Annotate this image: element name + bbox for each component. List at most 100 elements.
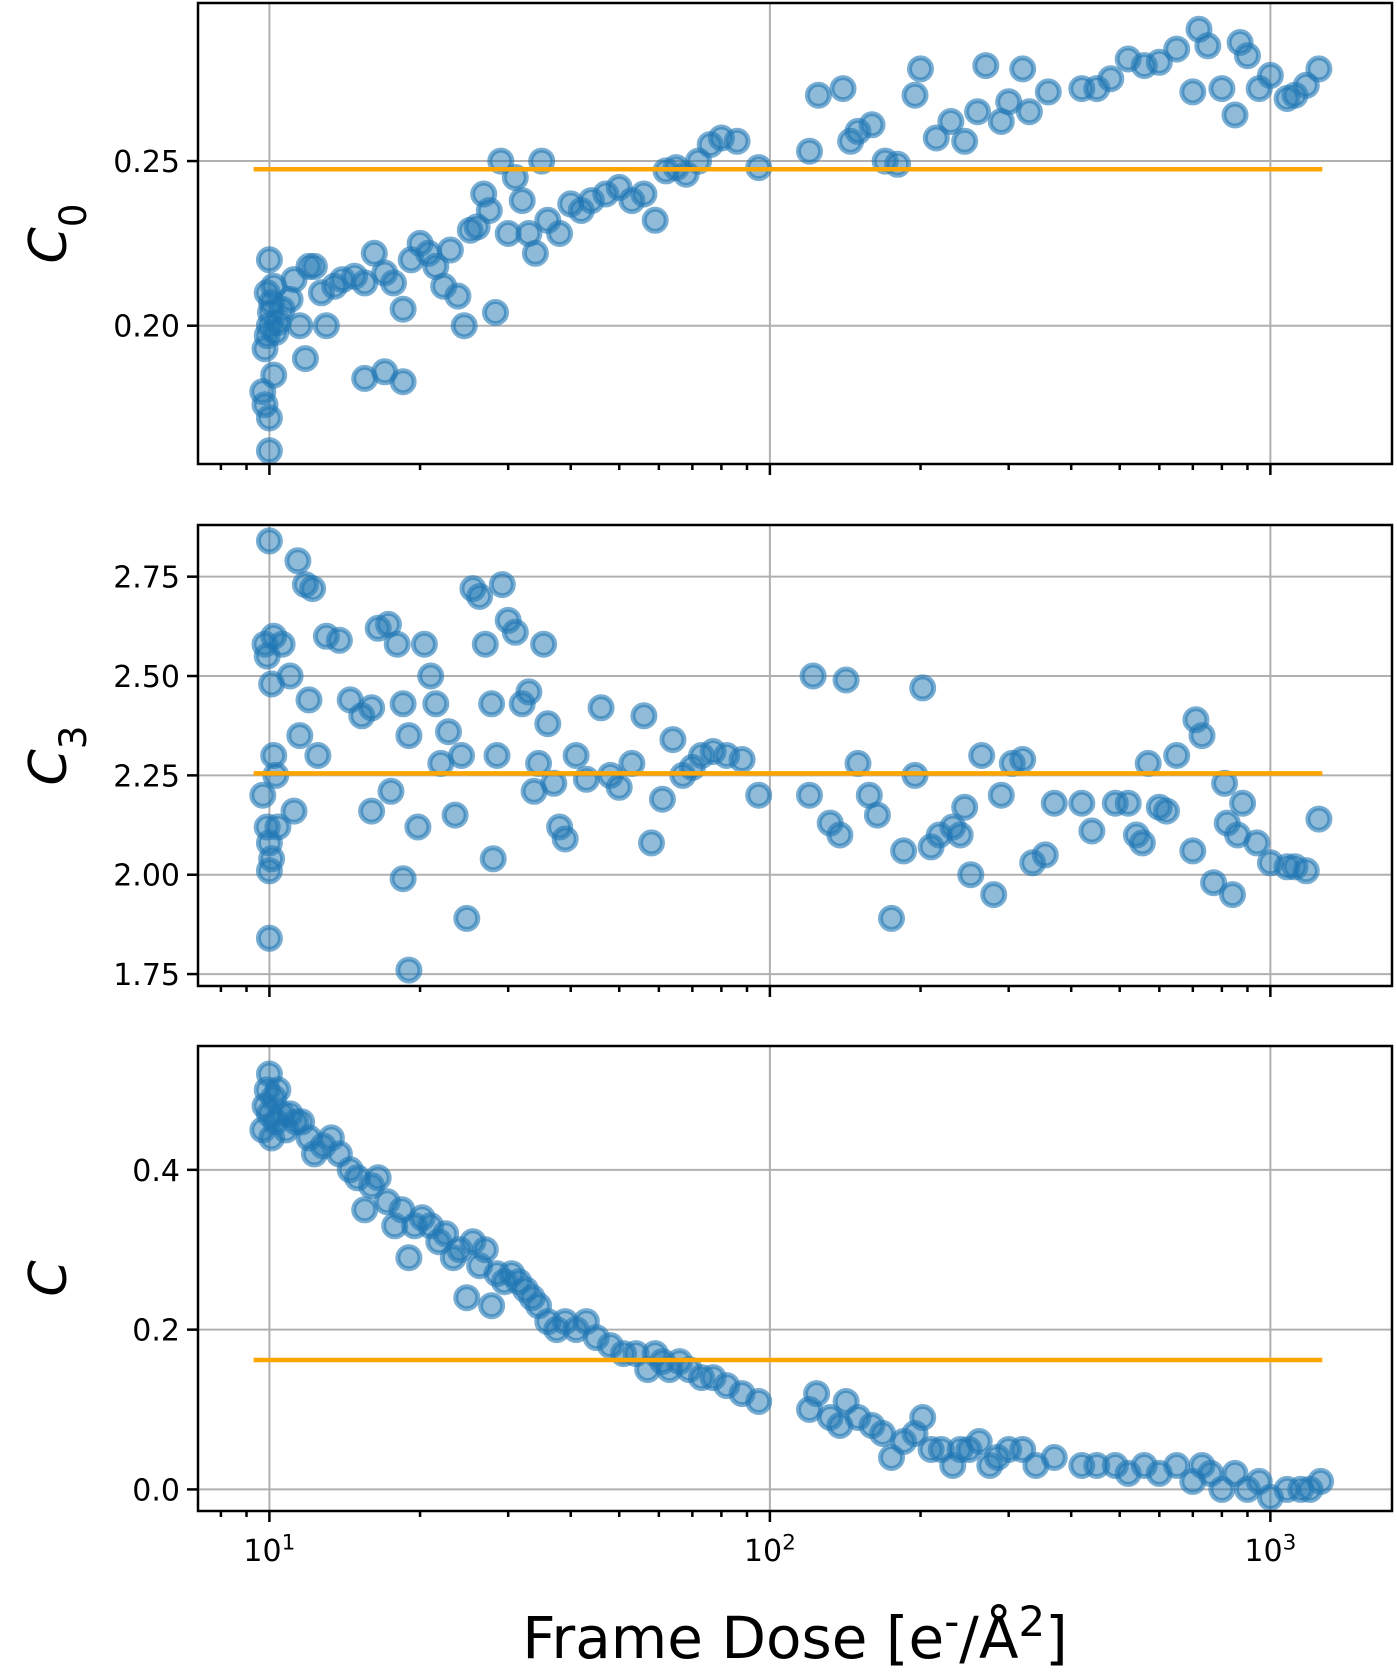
data-point xyxy=(255,527,283,555)
data-point xyxy=(951,127,979,155)
data-point xyxy=(723,127,751,155)
data-point xyxy=(534,710,562,738)
y-tick-label: 0.4 xyxy=(132,1154,180,1189)
data-point xyxy=(395,956,423,984)
y-tick-label: 0.2 xyxy=(132,1314,180,1349)
data-point xyxy=(1219,881,1246,909)
data-point xyxy=(475,197,503,224)
data-point xyxy=(435,718,462,746)
data-point xyxy=(1134,749,1162,777)
data-point xyxy=(1040,1444,1068,1471)
data-point xyxy=(951,793,979,821)
data-point xyxy=(249,781,277,809)
data-point xyxy=(358,694,386,722)
data-point xyxy=(441,801,469,829)
data-point xyxy=(1009,55,1037,83)
y-tick-label: 2.00 xyxy=(113,859,180,894)
data-point xyxy=(1307,1467,1335,1495)
data-point xyxy=(980,881,1008,909)
data-point xyxy=(300,252,328,280)
data-point xyxy=(909,1404,937,1431)
y-axis-label: C3 xyxy=(19,725,95,785)
data-point xyxy=(482,299,509,326)
data-point xyxy=(264,1076,292,1104)
data-point xyxy=(299,575,327,603)
data-point xyxy=(745,781,773,809)
data-point xyxy=(922,124,950,152)
data-point xyxy=(826,821,854,849)
data-point xyxy=(268,630,296,658)
data-point xyxy=(630,180,658,208)
data-point xyxy=(515,678,543,706)
data-point xyxy=(728,746,756,773)
data-point xyxy=(909,674,937,702)
data-point xyxy=(1163,1452,1191,1479)
data-point xyxy=(987,781,1015,809)
panel-3: 0.0 0.2 0.4 101 102 103 C Frame Dose [e-/Å2] xyxy=(19,1044,1394,1672)
data-point xyxy=(1188,722,1216,750)
data-point xyxy=(946,821,974,849)
data-point xyxy=(260,361,288,389)
data-point xyxy=(389,295,417,323)
data-point xyxy=(422,690,450,718)
y-tick-label: 0.0 xyxy=(132,1473,180,1508)
data-point xyxy=(832,666,860,694)
data-point xyxy=(605,773,633,801)
data-point xyxy=(1256,61,1284,89)
data-point xyxy=(901,81,929,109)
x-tick-label: 103 xyxy=(1244,1531,1296,1569)
data-point xyxy=(937,108,965,135)
data-point xyxy=(255,437,283,464)
data-points xyxy=(249,15,1333,464)
data-point xyxy=(1229,789,1257,817)
x-axis-label: Frame Dose [e-/Å2] xyxy=(522,1597,1068,1672)
data-point xyxy=(796,137,823,165)
data-point xyxy=(487,147,515,175)
data-points xyxy=(249,527,1333,984)
data-point xyxy=(264,813,292,841)
data-point xyxy=(444,282,472,310)
data-point xyxy=(1009,746,1037,773)
data-point xyxy=(255,246,283,274)
data-point xyxy=(286,722,314,750)
data-point xyxy=(389,865,417,893)
data-point xyxy=(968,742,996,769)
data-point xyxy=(890,837,918,865)
data-point xyxy=(483,742,511,769)
data-point xyxy=(659,726,687,754)
data-point xyxy=(1234,42,1261,70)
data-point xyxy=(521,239,549,267)
data-point xyxy=(404,813,432,841)
data-point xyxy=(551,825,579,853)
data-point xyxy=(965,1428,993,1455)
data-point xyxy=(1114,789,1142,817)
data-point xyxy=(1097,65,1125,93)
data-point xyxy=(325,626,353,654)
panel-1: 0.20 0.25 C0 xyxy=(19,1,1394,475)
data-point xyxy=(546,220,574,247)
data-point xyxy=(255,857,283,885)
data-point xyxy=(799,662,827,690)
data-point xyxy=(395,1244,423,1272)
data-point xyxy=(284,547,312,575)
data-point xyxy=(1163,742,1191,769)
data-point xyxy=(488,571,516,599)
data-point xyxy=(508,187,536,215)
data-point xyxy=(844,749,872,777)
y-axis-label: C0 xyxy=(19,203,95,263)
data-point xyxy=(471,1236,499,1264)
data-point xyxy=(380,269,407,297)
data-point xyxy=(1040,789,1068,817)
data-point xyxy=(745,1388,773,1415)
data-point xyxy=(618,749,646,777)
data-point xyxy=(1292,857,1320,885)
data-point xyxy=(884,150,912,178)
data-point xyxy=(501,618,529,646)
data-point xyxy=(501,164,529,191)
y-tick-label: 2.75 xyxy=(113,561,180,596)
data-point xyxy=(280,797,308,825)
data-point xyxy=(410,630,438,658)
data-point xyxy=(360,239,388,267)
data-point xyxy=(478,1292,506,1320)
